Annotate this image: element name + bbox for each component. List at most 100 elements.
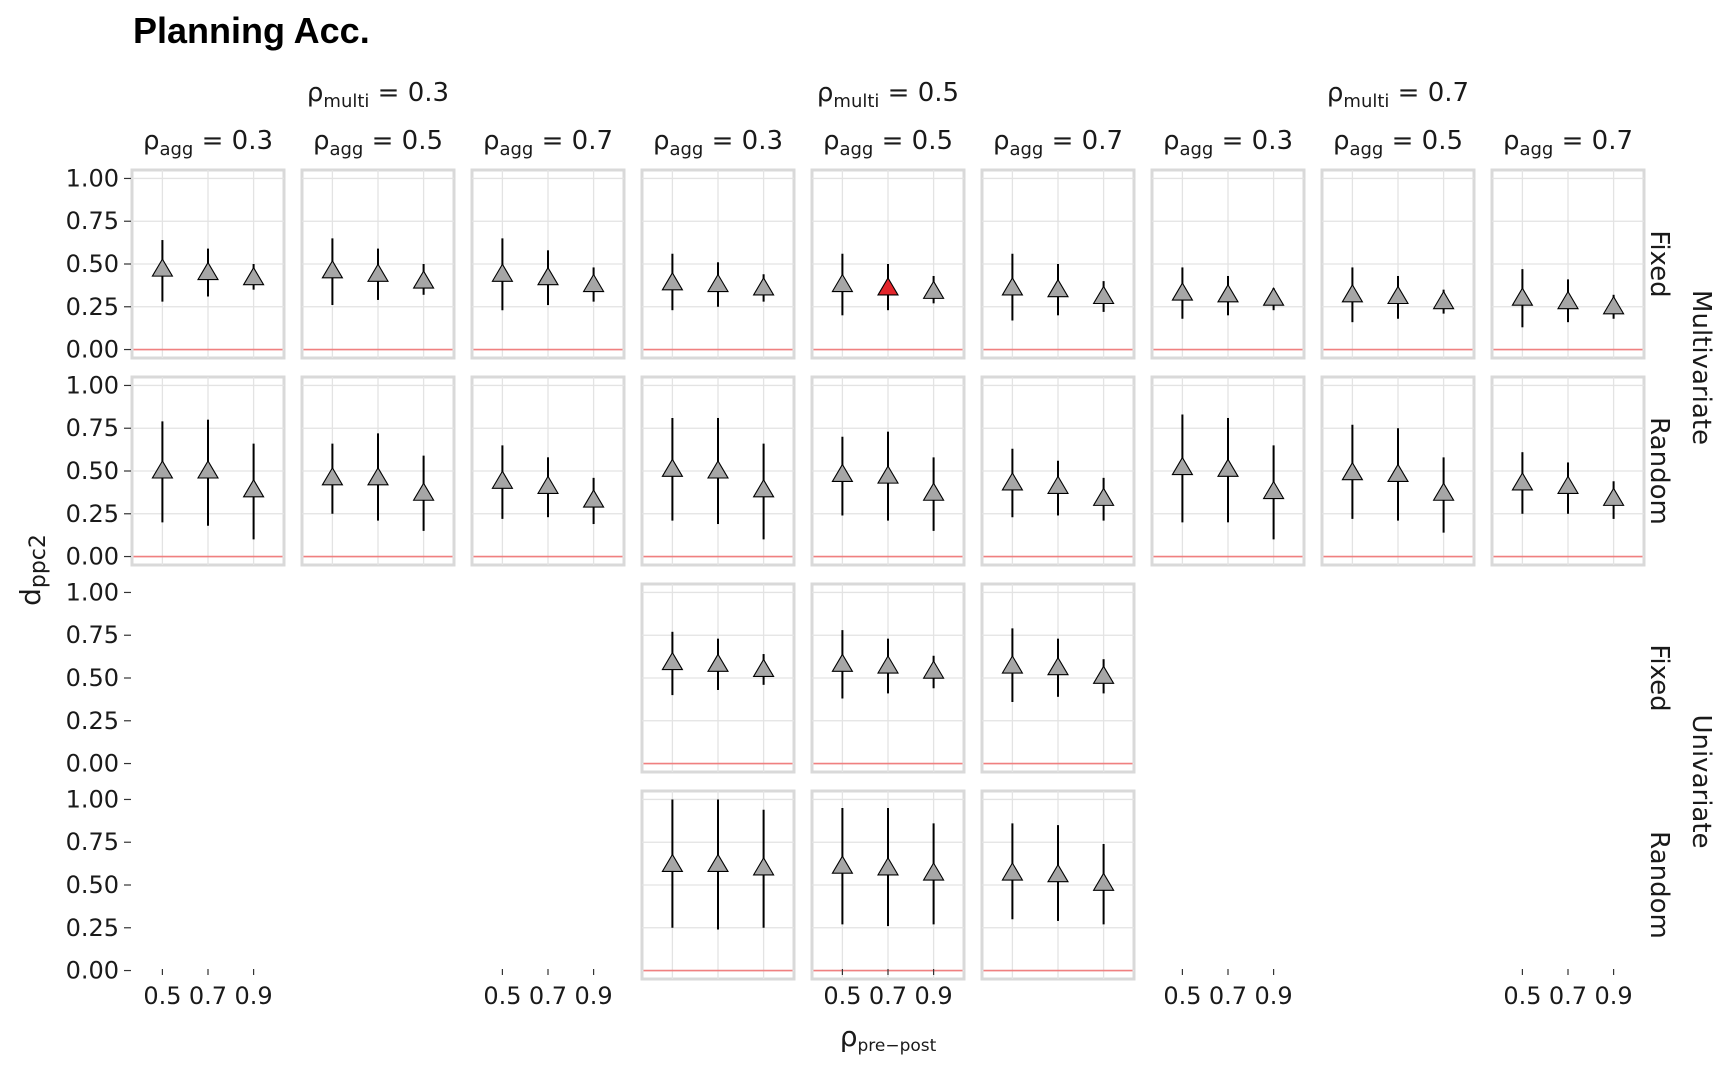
facet-panel [470,168,626,360]
facet-panel [980,375,1136,567]
facet-panel [130,168,286,360]
y-tick-label: 0.75 [66,621,119,649]
data-point [1511,471,1534,491]
y-tick-label: 0.25 [66,914,119,942]
data-point [1387,463,1409,482]
data-point [1341,283,1364,303]
y-tick-label: 1.00 [66,164,119,192]
facet-panel [1490,168,1646,360]
data-point [752,276,775,296]
data-point [1262,287,1285,306]
facet-panel [980,789,1136,981]
data-point [831,273,854,293]
data-point [707,653,729,672]
data-point [321,259,344,279]
x-tick-label: 0.7 [1549,982,1587,1010]
y-tick-label: 0.25 [66,293,119,321]
facet-panel [1150,168,1306,360]
y-tick-label: 0.75 [66,828,119,856]
facet-panel [640,789,796,981]
facet-panel [810,168,966,360]
strips-layer: ρmulti = 0.3 ρmulti = 0.5 ρmulti = 0.7 ρagg… [143,78,1716,939]
data-point [922,482,945,501]
data-point [1217,283,1239,303]
data-point [367,466,389,486]
data-point [707,273,729,293]
x-tick-label: 0.5 [1163,982,1201,1010]
y-tick-label: 0.00 [66,750,119,778]
y-tick-label: 1.00 [66,371,119,399]
data-point [661,271,684,291]
y-tick-label: 1.00 [66,578,119,606]
rho-agg-label: ρagg = 0.7 [483,126,613,160]
data-point [1432,482,1455,501]
data-point [1092,665,1115,684]
data-point [367,263,389,282]
data-point [1047,863,1069,883]
y-tick-label: 0.50 [66,250,119,278]
data-point [1092,285,1115,305]
data-point [1047,278,1069,298]
data-point [412,482,435,501]
data-point [197,459,219,479]
data-point [752,658,775,677]
y-tick-label: 0.00 [66,543,119,571]
data-point [831,653,854,672]
data-point [1001,654,1024,674]
x-tick-label: 0.5 [1503,982,1541,1010]
rho-agg-label: ρagg = 0.5 [823,126,953,160]
facet-panel [980,168,1136,360]
data-point [491,263,514,282]
x-tick-label: 0.9 [1595,982,1633,1010]
data-point [242,266,265,286]
data-point [1001,471,1024,491]
data-point [661,853,684,873]
x-tick-label: 0.7 [869,982,907,1010]
y-tick-label: 0.75 [66,207,119,235]
data-point [1432,290,1455,310]
data-point [877,654,899,674]
data-point [412,270,435,289]
data-point [752,478,775,498]
y-tick-label: 0.00 [66,957,119,985]
facet-panel [300,168,456,360]
y-axis-title: dppc2 [14,534,51,606]
x-tick-label: 0.9 [575,982,613,1010]
y-tick-label: 0.75 [66,414,119,442]
x-tick-label: 0.9 [1255,982,1293,1010]
facet-panel [1490,375,1646,567]
rho-agg-label: ρagg = 0.5 [1333,126,1463,160]
data-point [151,459,174,479]
data-point [491,470,514,489]
row-strip-label: Fixed [1644,230,1674,297]
data-point [321,466,344,486]
facet-panel [1320,375,1476,567]
data-point [1511,287,1534,306]
facet-panel [1150,375,1306,567]
facet-panel [130,375,286,567]
data-point [877,856,899,876]
y-tick-label: 0.50 [66,664,119,692]
data-point [1602,487,1625,506]
row-group-label: Univariate [1686,714,1716,848]
y-tick-label: 0.25 [66,500,119,528]
facet-panel [640,168,796,360]
facet-panel [810,582,966,774]
x-tick-label: 0.7 [1209,982,1247,1010]
data-point [1341,461,1364,481]
x-tick-label: 0.9 [235,982,273,1010]
data-point [582,273,605,293]
facet-panel [810,375,966,567]
data-point [1557,290,1579,310]
rho-agg-label: ρagg = 0.7 [993,126,1123,160]
data-point [1171,281,1194,301]
data-point [1387,285,1409,305]
data-point [1047,656,1069,676]
row-strip-label: Fixed [1644,644,1674,711]
data-point [1092,872,1115,891]
y-tick-label: 0.50 [66,871,119,899]
x-tick-label: 0.7 [189,982,227,1010]
x-tick-label: 0.9 [915,982,953,1010]
highlight-point [877,276,899,296]
